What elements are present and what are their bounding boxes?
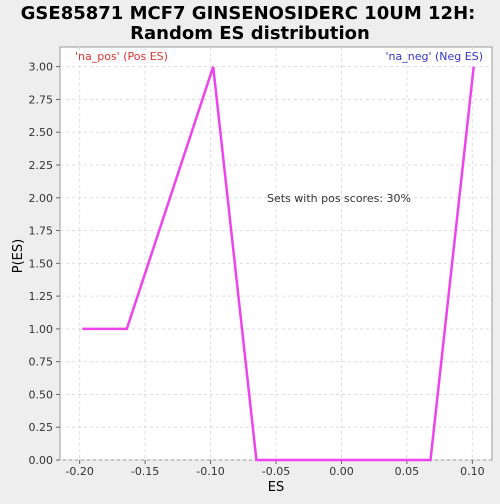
y-tick-label: 2.00 xyxy=(29,192,54,205)
x-tick-label: 0.05 xyxy=(395,465,420,478)
y-axis-label: P(ES) xyxy=(11,239,26,273)
x-tick-label: 0.00 xyxy=(329,465,354,478)
axes: 0.00 0.25 0.50 0.75 1.00 1.25 1.50 1.75 2.00 2.25… xyxy=(29,61,485,478)
y-tick-label: 1.00 xyxy=(29,323,54,336)
pos-score-annotation: Sets with pos scores: 30% xyxy=(267,192,411,205)
chart-title-line2: Random ES distribution xyxy=(130,23,370,44)
y-tick-label: 1.50 xyxy=(29,257,54,270)
y-tick-label: 0.00 xyxy=(29,454,54,467)
y-tick-label: 2.50 xyxy=(29,126,54,139)
x-tick-label: -0.15 xyxy=(131,465,159,478)
x-tick-label: -0.10 xyxy=(196,465,224,478)
y-tick-label: 0.50 xyxy=(29,388,54,401)
pos-es-label: 'na_pos' (Pos ES) xyxy=(75,50,168,63)
series-layer xyxy=(82,66,475,462)
y-tick-label: 1.75 xyxy=(29,225,54,238)
x-tick-label: -0.20 xyxy=(65,465,93,478)
neg-es-label: 'na_neg' (Neg ES) xyxy=(386,50,483,63)
y-tick-label: 1.25 xyxy=(29,290,54,303)
x-tick-label: 0.10 xyxy=(460,465,485,478)
x-tick-label: -0.05 xyxy=(262,465,290,478)
chart-title-line1: GSE85871 MCF7 GINSENOSIDERC 10UM 12H: xyxy=(21,3,476,24)
y-tick-label: 0.25 xyxy=(29,421,54,434)
y-tick-label: 3.00 xyxy=(29,61,54,74)
es-distribution-line xyxy=(82,66,475,462)
x-axis-label: ES xyxy=(268,480,284,495)
y-tick-label: 2.75 xyxy=(29,93,54,106)
y-tick-label: 0.75 xyxy=(29,356,54,369)
y-tick-label: 2.25 xyxy=(29,159,54,172)
